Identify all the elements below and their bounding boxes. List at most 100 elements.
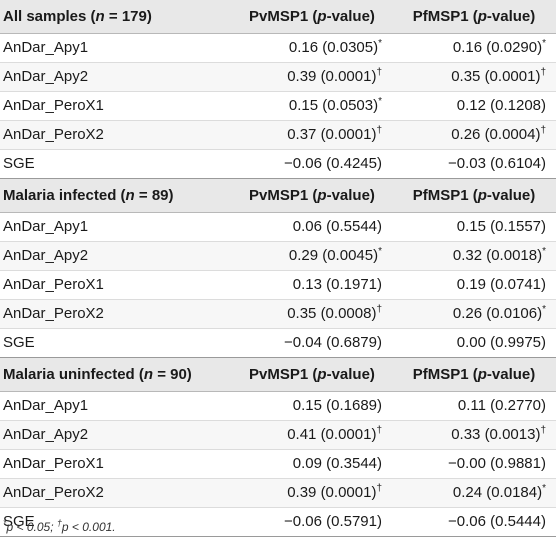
pvmsp1-header-p: p	[317, 366, 327, 383]
pfmsp1-value-cell: 0.24 (0.0184)*	[392, 478, 556, 508]
antigen-name-cell: AnDar_Apy1	[0, 212, 232, 242]
pvmsp1-header-p: p	[317, 187, 327, 204]
pfmsp1-value-cell: −0.00 (0.9881)	[392, 449, 556, 479]
pfmsp1-value-cell: 0.15 (0.1557)	[392, 212, 556, 242]
table-row: AnDar_Apy1 0.06 (0.5544) 0.15 (0.1557)	[0, 212, 556, 242]
pfmsp1-significance-mark: *	[542, 246, 546, 257]
table-row: AnDar_Apy1 0.15 (0.1689) 0.11 (0.2770)	[0, 391, 556, 421]
pfmsp1-value: 0.12 (0.1208)	[456, 97, 546, 114]
pvmsp1-value: −0.06 (0.5791)	[284, 513, 382, 530]
pvmsp1-value: 0.29 (0.0045)	[288, 247, 379, 264]
group-n-symbol: n	[143, 366, 154, 383]
footnote-mark-significant: *	[3, 518, 7, 528]
pfmsp1-header-p: p	[477, 366, 487, 383]
antigen-name-cell: SGE	[0, 328, 232, 358]
pfmsp1-value: 0.35 (0.0001)	[451, 68, 541, 85]
pvmsp1-value: 0.15 (0.1689)	[292, 397, 382, 414]
pfmsp1-header-label: PfMSP1 (	[412, 366, 478, 383]
pfmsp1-value-cell: 0.32 (0.0018)*	[392, 241, 556, 271]
pvmsp1-significance-mark: *	[378, 38, 382, 49]
pvmsp1-value-cell: 0.15 (0.1689)	[232, 391, 392, 421]
antigen-name-cell: SGE	[0, 507, 232, 537]
pvmsp1-value-cell: 0.39 (0.0001)†	[232, 478, 392, 508]
pvmsp1-value: 0.39 (0.0001)	[287, 484, 377, 501]
antigen-name-cell: AnDar_Apy2	[0, 62, 232, 92]
pfmsp1-value-cell: −0.03 (0.6104)	[392, 149, 556, 179]
table-row: AnDar_Apy2 0.41 (0.0001)† 0.33 (0.0013)†	[0, 420, 556, 450]
pvmsp1-value-cell: −0.06 (0.5791)	[232, 507, 392, 537]
pvmsp1-value-cell: 0.13 (0.1971)	[232, 270, 392, 300]
pvmsp1-header-label: PvMSP1 (	[249, 187, 318, 204]
antigen-name-cell: SGE	[0, 149, 232, 179]
table-row: AnDar_PeroX2 0.39 (0.0001)† 0.24 (0.0184)*	[0, 478, 556, 508]
pvmsp1-value: 0.35 (0.0008)	[287, 305, 377, 322]
pfmsp1-value: 0.26 (0.0106)	[452, 305, 543, 322]
pvmsp1-significance-mark: †	[376, 425, 382, 436]
group-n-symbol: n	[95, 8, 105, 25]
pvmsp1-header-cell: PvMSP1 (p-value)	[232, 357, 392, 392]
pfmsp1-header-suffix: -value)	[486, 8, 536, 25]
pfmsp1-value-cell: 0.11 (0.2770)	[392, 391, 556, 421]
pvmsp1-value-cell: 0.37 (0.0001)†	[232, 120, 392, 150]
table-row: AnDar_PeroX2 0.35 (0.0008)† 0.26 (0.0106)*	[0, 299, 556, 329]
table-row: AnDar_PeroX1 0.09 (0.3544) −0.00 (0.9881)	[0, 449, 556, 479]
table-row: AnDar_Apy2 0.39 (0.0001)† 0.35 (0.0001)†	[0, 62, 556, 92]
table-footnote: *p < 0.05; †p < 0.001.	[3, 518, 116, 535]
pfmsp1-significance-mark: *	[542, 304, 546, 315]
antigen-name-cell: AnDar_PeroX1	[0, 91, 232, 121]
table-row: SGE −0.04 (0.6879) 0.00 (0.9975)	[0, 328, 556, 358]
pvmsp1-header-cell: PvMSP1 (p-value)	[232, 0, 392, 34]
group-header-cell: Malaria infected (n = 89)	[0, 178, 232, 213]
pvmsp1-significance-mark: *	[378, 96, 382, 107]
group-n-value: = 90)	[153, 366, 192, 383]
pfmsp1-value: 0.11 (0.2770)	[457, 397, 546, 414]
pvmsp1-significance-mark: †	[376, 483, 382, 494]
pfmsp1-header-cell: PfMSP1 (p-value)	[392, 178, 556, 213]
pfmsp1-value-cell: 0.33 (0.0013)†	[392, 420, 556, 450]
pfmsp1-value: −0.00 (0.9881)	[448, 455, 546, 472]
pvmsp1-significance-mark: †	[376, 304, 382, 315]
group-label: All samples (	[3, 8, 96, 25]
group-n-value: = 89)	[134, 187, 174, 204]
pvmsp1-value: 0.37 (0.0001)	[287, 126, 377, 143]
table-row: SGE −0.06 (0.4245) −0.03 (0.6104)	[0, 149, 556, 179]
table-row: SGE −0.06 (0.5791) −0.06 (0.5444)	[0, 507, 556, 537]
pvmsp1-significance-mark: †	[376, 125, 382, 136]
pvmsp1-significance-mark: †	[376, 67, 382, 78]
table-row: AnDar_Apy1 0.16 (0.0305)* 0.16 (0.0290)*	[0, 33, 556, 63]
pvmsp1-value: 0.13 (0.1971)	[292, 276, 382, 293]
pfmsp1-value: 0.15 (0.1557)	[456, 218, 546, 235]
pfmsp1-value-cell: 0.35 (0.0001)†	[392, 62, 556, 92]
antigen-name-cell: AnDar_Apy2	[0, 420, 232, 450]
group-header-cell: All samples (n = 179)	[0, 0, 232, 34]
table-row: AnDar_PeroX1 0.13 (0.1971) 0.19 (0.0741)	[0, 270, 556, 300]
pvmsp1-header-p: p	[317, 8, 327, 25]
pfmsp1-header-cell: PfMSP1 (p-value)	[392, 0, 556, 34]
pfmsp1-value: 0.16 (0.0290)	[452, 39, 543, 56]
group-n-value: = 179)	[104, 8, 152, 25]
table-row: AnDar_PeroX1 0.15 (0.0503)* 0.12 (0.1208)	[0, 91, 556, 121]
pfmsp1-header-label: PfMSP1 (	[412, 187, 478, 204]
pfmsp1-value: −0.03 (0.6104)	[448, 155, 546, 172]
table-row: AnDar_Apy2 0.29 (0.0045)* 0.32 (0.0018)*	[0, 241, 556, 271]
antigen-name-cell: AnDar_Apy1	[0, 33, 232, 63]
pvmsp1-value-cell: 0.39 (0.0001)†	[232, 62, 392, 92]
pfmsp1-header-cell: PfMSP1 (p-value)	[392, 357, 556, 392]
pvmsp1-value-cell: 0.29 (0.0045)*	[232, 241, 392, 271]
table-row: AnDar_PeroX2 0.37 (0.0001)† 0.26 (0.0004)†	[0, 120, 556, 150]
antigen-name-cell: AnDar_PeroX2	[0, 478, 232, 508]
pvmsp1-value-cell: −0.04 (0.6879)	[232, 328, 392, 358]
pvmsp1-value: −0.06 (0.4245)	[284, 155, 382, 172]
pvmsp1-value: 0.41 (0.0001)	[287, 426, 377, 443]
pvmsp1-value-cell: 0.41 (0.0001)†	[232, 420, 392, 450]
pvmsp1-value: 0.16 (0.0305)	[288, 39, 379, 56]
antigen-name-cell: AnDar_PeroX2	[0, 120, 232, 150]
pvmsp1-value-cell: 0.09 (0.3544)	[232, 449, 392, 479]
section-header-row: All samples (n = 179) PvMSP1 (p-value) PfM…	[0, 0, 556, 34]
group-label: Malaria uninfected (	[3, 366, 144, 383]
pfmsp1-header-suffix: -value)	[486, 187, 536, 204]
antigen-name-cell: AnDar_Apy2	[0, 241, 232, 271]
